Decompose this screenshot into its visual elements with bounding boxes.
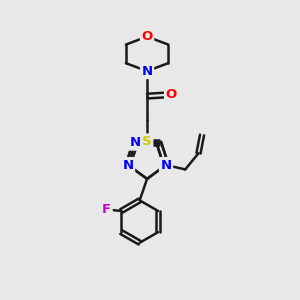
- Text: O: O: [166, 88, 177, 101]
- Text: N: N: [160, 158, 172, 172]
- Text: O: O: [141, 30, 153, 43]
- Text: N: N: [142, 64, 153, 78]
- Text: N: N: [122, 158, 134, 172]
- Text: S: S: [142, 135, 152, 148]
- Text: N: N: [130, 136, 141, 149]
- Text: F: F: [102, 203, 111, 216]
